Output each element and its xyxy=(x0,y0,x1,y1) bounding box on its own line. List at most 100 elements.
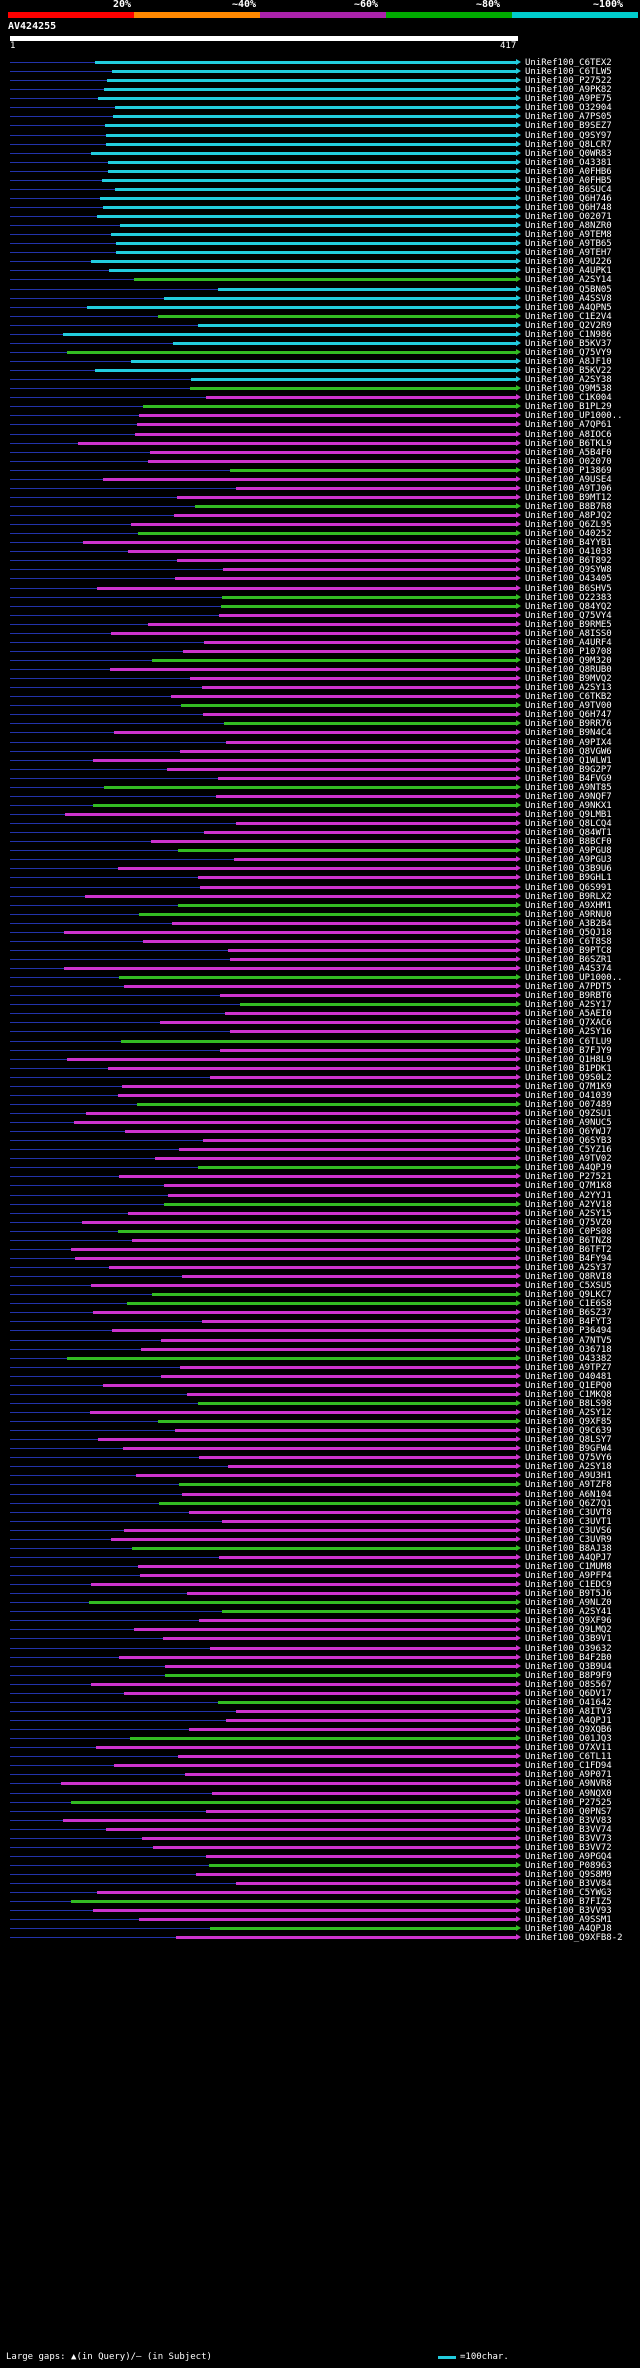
hit-id-link[interactable]: UniRef100_Q0PNS7 xyxy=(525,1806,612,1817)
hit-id-link[interactable]: UniRef100_A5B4F0 xyxy=(525,447,612,458)
hit-row[interactable]: UniRef100_Q9M320 xyxy=(0,656,640,666)
hit-id-link[interactable]: UniRef100_Q9XQB6 xyxy=(525,1725,612,1735)
hit-row[interactable]: UniRef100_O02070 xyxy=(0,457,640,467)
hit-row[interactable]: UniRef100_B4F2B0 xyxy=(0,1653,640,1663)
hit-id-link[interactable]: UniRef100_A9TEH7 xyxy=(525,248,612,259)
hit-id-link[interactable]: UniRef100_B9T5J6 xyxy=(525,1589,612,1600)
hit-row[interactable]: UniRef100_Q75VY6 xyxy=(0,1453,640,1463)
hit-row[interactable]: UniRef100_Q0PNS7 xyxy=(0,1806,640,1817)
hit-id-link[interactable]: UniRef100_P27521 xyxy=(525,1172,612,1183)
hit-row[interactable]: UniRef100_A9NQX0 xyxy=(0,1788,640,1799)
hit-row[interactable]: UniRef100_A9NKX1 xyxy=(0,801,640,811)
hit-row[interactable]: UniRef100_O40481 xyxy=(0,1372,640,1382)
hit-id-link[interactable]: UniRef100_C1FD94 xyxy=(525,1761,612,1772)
hit-row[interactable]: UniRef100_A8NZR0 xyxy=(0,221,640,232)
hit-row[interactable]: UniRef100_A9TJ06 xyxy=(0,484,640,494)
hit-id-link[interactable]: UniRef100_B1PL29 xyxy=(525,402,612,413)
hit-id-link[interactable]: UniRef100_C6TL11 xyxy=(525,1752,612,1763)
hit-id-link[interactable]: UniRef100_A5AEI0 xyxy=(525,1009,612,1020)
hit-row[interactable]: UniRef100_A9TV02 xyxy=(0,1154,640,1165)
hit-row[interactable]: UniRef100_A8IOC6 xyxy=(0,429,640,440)
hit-row[interactable]: UniRef100_P36494 xyxy=(0,1326,640,1337)
hit-row[interactable]: UniRef100_A7PS05 xyxy=(0,112,640,122)
hit-row[interactable]: UniRef100_A7NTV5 xyxy=(0,1336,640,1346)
hit-id-link[interactable]: UniRef100_A4UPK1 xyxy=(525,266,612,277)
hit-id-link[interactable]: UniRef100_A2SY17 xyxy=(525,1000,612,1011)
hit-row[interactable]: UniRef100_A9TPZ7 xyxy=(0,1363,640,1373)
hit-row[interactable]: UniRef100_Q6H746 xyxy=(0,194,640,204)
hit-row[interactable]: UniRef100_A9PFP4 xyxy=(0,1571,640,1581)
hit-id-link[interactable]: UniRef100_A8NZR0 xyxy=(525,221,612,232)
hit-id-link[interactable]: UniRef100_Q9M538 xyxy=(525,384,612,395)
hit-id-link[interactable]: UniRef100_A0FHB5 xyxy=(525,175,612,186)
hit-row[interactable]: UniRef100_B6TKL9 xyxy=(0,439,640,449)
hit-id-link[interactable]: UniRef100_A9TV00 xyxy=(525,701,612,712)
hit-row[interactable]: UniRef100_Q84WT1 xyxy=(0,828,640,839)
hit-id-link[interactable]: UniRef100_A2SY41 xyxy=(525,1607,612,1618)
hit-id-link[interactable]: UniRef100_A9NQX0 xyxy=(525,1788,612,1799)
hit-id-link[interactable]: UniRef100_Q84WT1 xyxy=(525,828,612,839)
hit-id-link[interactable]: UniRef100_B3VV72 xyxy=(525,1842,612,1853)
hit-row[interactable]: UniRef100_C1MUM8 xyxy=(0,1562,640,1572)
hit-row[interactable]: UniRef100_Q1WLW1 xyxy=(0,756,640,766)
hit-id-link[interactable]: UniRef100_A9NQF7 xyxy=(525,791,612,802)
hit-id-link[interactable]: UniRef100_P36494 xyxy=(525,1326,612,1337)
hit-id-link[interactable]: UniRef100_A2SY18 xyxy=(525,1462,612,1473)
hit-id-link[interactable]: UniRef100_A2SY15 xyxy=(525,1208,612,1219)
hit-id-link[interactable]: UniRef100_Q8LCQ4 xyxy=(525,819,612,829)
hit-row[interactable]: UniRef100_A9XHM1 xyxy=(0,901,640,911)
hit-id-link[interactable]: UniRef100_B3VV73 xyxy=(525,1833,612,1844)
hit-id-link[interactable]: UniRef100_Q6S991 xyxy=(525,882,612,893)
hit-row[interactable]: UniRef100_A7PDT5 xyxy=(0,982,640,992)
hit-row[interactable]: UniRef100_Q8LCR7 xyxy=(0,140,640,150)
hit-id-link[interactable]: UniRef100_A9SSM1 xyxy=(525,1915,612,1926)
hit-row[interactable]: UniRef100_Q9SY97 xyxy=(0,131,640,141)
hit-row[interactable]: UniRef100_C6TL11 xyxy=(0,1752,640,1763)
hit-row[interactable]: UniRef100_Q3B9U6 xyxy=(0,864,640,875)
hit-id-link[interactable]: UniRef100_A2SY37 xyxy=(525,1263,612,1273)
hit-id-link[interactable]: UniRef100_B8LS98 xyxy=(525,1398,612,1409)
hit-id-link[interactable]: UniRef100_C1MKQ8 xyxy=(525,1389,612,1400)
hit-id-link[interactable]: UniRef100_C3UVR9 xyxy=(525,1534,612,1545)
hit-row[interactable]: UniRef100_Q9M538 xyxy=(0,384,640,395)
hit-row[interactable]: UniRef100_Q6SYB3 xyxy=(0,1136,640,1146)
hit-id-link[interactable]: UniRef100_B5KV37 xyxy=(525,338,612,349)
hit-id-link[interactable]: UniRef100_A4URF4 xyxy=(525,637,612,648)
hit-id-link[interactable]: UniRef100_Q3B9U6 xyxy=(525,864,612,875)
hit-row[interactable]: UniRef100_Q9S0L2 xyxy=(0,1073,640,1083)
hit-id-link[interactable]: UniRef100_O41642 xyxy=(525,1697,612,1708)
hit-row[interactable]: UniRef100_B8AJ38 xyxy=(0,1544,640,1554)
hit-row[interactable]: UniRef100_Q8LSY7 xyxy=(0,1435,640,1445)
hit-row[interactable]: UniRef100_P13869 xyxy=(0,466,640,476)
hit-row[interactable]: UniRef100_Q75VY4 xyxy=(0,611,640,621)
hit-id-link[interactable]: UniRef100_Q9LMB1 xyxy=(525,810,612,820)
hit-row[interactable]: UniRef100_B3VV74 xyxy=(0,1825,640,1835)
hit-row[interactable]: UniRef100_Q8RUB0 xyxy=(0,665,640,675)
hit-row[interactable]: UniRef100_B4FY94 xyxy=(0,1253,640,1264)
hit-row[interactable]: UniRef100_A9PGU8 xyxy=(0,846,640,856)
hit-row[interactable]: UniRef100_A9PE75 xyxy=(0,94,640,104)
hit-id-link[interactable]: UniRef100_B4FY94 xyxy=(525,1253,612,1264)
hit-id-link[interactable]: UniRef100_B9PTC8 xyxy=(525,945,612,956)
hit-id-link[interactable]: UniRef100_O43381 xyxy=(525,157,612,168)
hit-id-link[interactable]: UniRef100_C5YZ16 xyxy=(525,1145,612,1156)
hit-id-link[interactable]: UniRef100_A8PJQ2 xyxy=(525,511,612,521)
hit-row[interactable]: UniRef100_O32904 xyxy=(0,103,640,113)
hit-id-link[interactable]: UniRef100_A8IOC6 xyxy=(525,429,612,440)
hit-id-link[interactable]: UniRef100_A2SY38 xyxy=(525,375,612,386)
hit-row[interactable]: UniRef100_Q9LMB1 xyxy=(0,810,640,820)
hit-id-link[interactable]: UniRef100_A9RNU0 xyxy=(525,909,612,920)
hit-id-link[interactable]: UniRef100_A9U3H1 xyxy=(525,1471,612,1482)
hit-row[interactable]: UniRef100_A9NVR8 xyxy=(0,1779,640,1789)
hit-id-link[interactable]: UniRef100_C1EDC9 xyxy=(525,1580,612,1591)
hit-row[interactable]: UniRef100_B9MT12 xyxy=(0,493,640,503)
hit-row[interactable]: UniRef100_C1EDC9 xyxy=(0,1580,640,1591)
hit-id-link[interactable]: UniRef100_Q6H747 xyxy=(525,710,612,721)
hit-id-link[interactable]: UniRef100_O07489 xyxy=(525,1099,612,1110)
hit-id-link[interactable]: UniRef100_A9TV02 xyxy=(525,1154,612,1165)
hit-id-link[interactable]: UniRef100_O36718 xyxy=(525,1344,612,1355)
hit-id-link[interactable]: UniRef100_Q6H748 xyxy=(525,203,612,213)
hit-id-link[interactable]: UniRef100_A7QP61 xyxy=(525,420,612,431)
hit-id-link[interactable]: UniRef100_B6SZ37 xyxy=(525,1308,612,1319)
hit-row[interactable]: UniRef100_B6SZ37 xyxy=(0,1308,640,1319)
